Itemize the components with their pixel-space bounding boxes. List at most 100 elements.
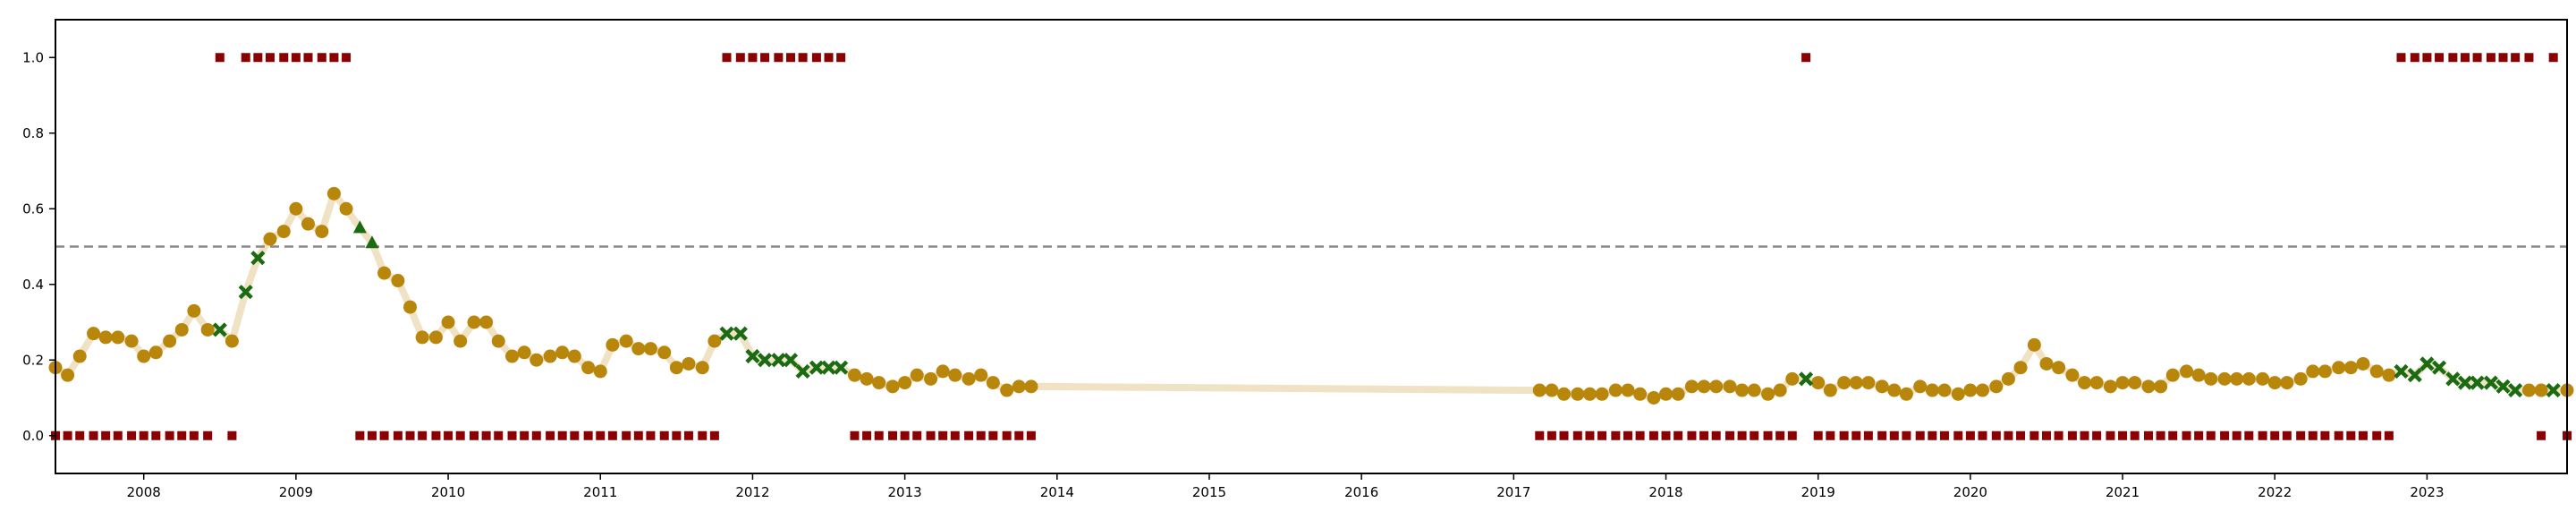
circle-marker [1012, 379, 1026, 394]
circle-marker [1582, 387, 1597, 401]
square-marker [874, 430, 884, 440]
circle-marker [2103, 379, 2117, 394]
square-marker [774, 53, 784, 63]
square-marker [151, 430, 161, 440]
square-marker [2106, 430, 2115, 440]
circle-marker [886, 379, 900, 394]
circle-marker [1647, 391, 1661, 405]
square-marker [265, 53, 275, 63]
square-marker [2092, 430, 2102, 440]
circle-marker [2217, 371, 2232, 386]
circle-marker [2180, 364, 2194, 379]
square-marker [2384, 430, 2394, 440]
circle-marker [643, 342, 657, 356]
cross-marker [809, 360, 824, 375]
cross-marker [733, 326, 748, 341]
circle-marker [200, 322, 215, 337]
square-marker [1623, 430, 1632, 440]
square-marker [836, 53, 846, 63]
circle-marker [974, 368, 988, 382]
cross-marker [2407, 368, 2422, 383]
square-marker [683, 430, 693, 440]
square-marker [1763, 430, 1773, 440]
circle-marker [2065, 368, 2080, 382]
circle-marker [872, 376, 886, 390]
cross-marker [795, 363, 810, 379]
circle-marker [695, 361, 709, 375]
square-marker [557, 430, 567, 440]
cross-marker [783, 353, 799, 368]
circle-marker [453, 334, 468, 348]
square-marker [748, 53, 758, 63]
circle-marker [669, 361, 683, 375]
circle-marker [377, 266, 392, 280]
y-tick-label: 0.8 [22, 125, 44, 141]
x-tick-label: 2012 [735, 484, 769, 500]
square-marker [139, 430, 148, 440]
circle-marker [2141, 379, 2156, 394]
circle-marker [61, 368, 75, 382]
circle-marker [137, 349, 151, 363]
circle-marker [682, 356, 696, 371]
square-marker [2130, 430, 2140, 440]
square-marker [2270, 430, 2280, 440]
cross-marker [250, 251, 266, 266]
cross-marker [745, 348, 760, 364]
circle-marker [962, 371, 976, 386]
circle-marker [1989, 379, 2004, 394]
circle-marker [187, 303, 201, 318]
square-marker [964, 430, 974, 440]
circle-marker [2039, 356, 2054, 371]
square-marker [342, 53, 352, 63]
circle-marker [1671, 387, 1685, 401]
circle-marker [2154, 379, 2168, 394]
y-tick-label: 1.0 [22, 49, 44, 65]
square-marker [798, 53, 808, 63]
square-marker [570, 430, 580, 440]
square-marker [646, 430, 656, 440]
square-marker [444, 430, 453, 440]
circle-marker [1837, 376, 1852, 390]
circle-marker [1899, 387, 1913, 401]
circle-marker [1659, 387, 1674, 401]
square-marker [2220, 430, 2230, 440]
circle-marker [289, 201, 303, 216]
circle-marker [910, 368, 924, 382]
circle-marker [2078, 376, 2092, 390]
circle-marker [2001, 371, 2015, 386]
cross-marker [238, 285, 253, 300]
circle-marker [2204, 371, 2218, 386]
square-marker [291, 53, 301, 63]
circle-marker [2521, 383, 2536, 397]
square-marker [596, 430, 606, 440]
square-marker [1559, 430, 1569, 440]
square-marker [2194, 430, 2204, 440]
circle-marker [301, 217, 316, 231]
circle-marker [491, 334, 505, 348]
x-tick-label: 2011 [583, 484, 617, 500]
square-marker [379, 430, 389, 440]
circle-marker [1024, 379, 1038, 394]
square-marker [1965, 430, 1975, 440]
square-marker [1775, 430, 1785, 440]
square-marker [2548, 53, 2558, 63]
square-marker [63, 430, 72, 440]
square-marker [698, 430, 708, 440]
square-marker [659, 430, 669, 440]
cross-marker [2483, 375, 2499, 390]
triangle-marker [352, 220, 367, 234]
square-marker [317, 53, 326, 63]
circle-marker [708, 334, 722, 348]
cross-marker [2470, 375, 2485, 390]
square-marker [367, 430, 377, 440]
square-marker [1535, 430, 1545, 440]
square-marker [709, 430, 719, 440]
square-marker [2396, 53, 2406, 63]
square-marker [2004, 430, 2013, 440]
square-marker [101, 430, 111, 440]
cross-marker [2394, 363, 2409, 379]
square-marker [1928, 430, 1937, 440]
circle-marker [1963, 383, 1978, 397]
